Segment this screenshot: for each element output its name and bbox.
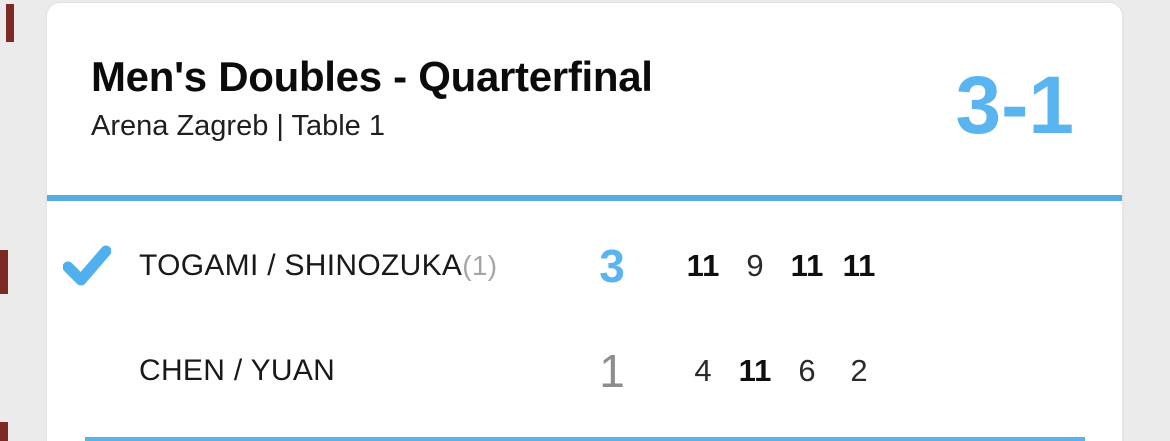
match-title: Men's Doubles - Quarterfinal [91,53,653,101]
game-score: 11 [738,353,772,388]
left-edge-mark [0,250,8,294]
game-score: 4 [694,353,712,388]
team-name-text: TOGAMI / SHINOZUKA [139,249,463,282]
team-name: TOGAMI / SHINOZUKA(1) [119,249,559,283]
winner-checkmark-icon [63,245,111,286]
match-header: Men's Doubles - Quarterfinal Arena Zagre… [47,3,1122,195]
team-row-loser: CHEN / YUAN 1 4 11 6 2 [47,328,1122,414]
left-edge-mark [0,422,8,441]
header-divider-line [47,195,1122,201]
left-edge-mark [6,4,14,42]
game-score: 6 [798,353,816,388]
game-score: 9 [746,248,764,283]
match-score-card[interactable]: Men's Doubles - Quarterfinal Arena Zagre… [46,2,1123,441]
winner-check-slot [55,245,119,287]
team-name-text: CHEN / YUAN [139,354,336,387]
game-score: 11 [790,248,824,283]
game-score: 11 [842,248,876,283]
team-seed: (1) [462,250,498,281]
game-score: 2 [850,353,868,388]
match-overall-score: 3-1 [955,60,1074,151]
team-sets-won: 1 [599,345,625,397]
team-sets-won: 3 [599,240,625,292]
game-score: 11 [686,248,720,283]
team-name: CHEN / YUAN [119,354,559,388]
match-title-block: Men's Doubles - Quarterfinal Arena Zagre… [91,55,653,142]
team-row-winner: TOGAMI / SHINOZUKA(1) 3 11 9 11 11 [47,223,1122,309]
bottom-accent-bar [85,437,1085,441]
team-rows: TOGAMI / SHINOZUKA(1) 3 11 9 11 11 CHEN … [47,201,1122,414]
match-venue-subtitle: Arena Zagreb | Table 1 [91,109,385,142]
